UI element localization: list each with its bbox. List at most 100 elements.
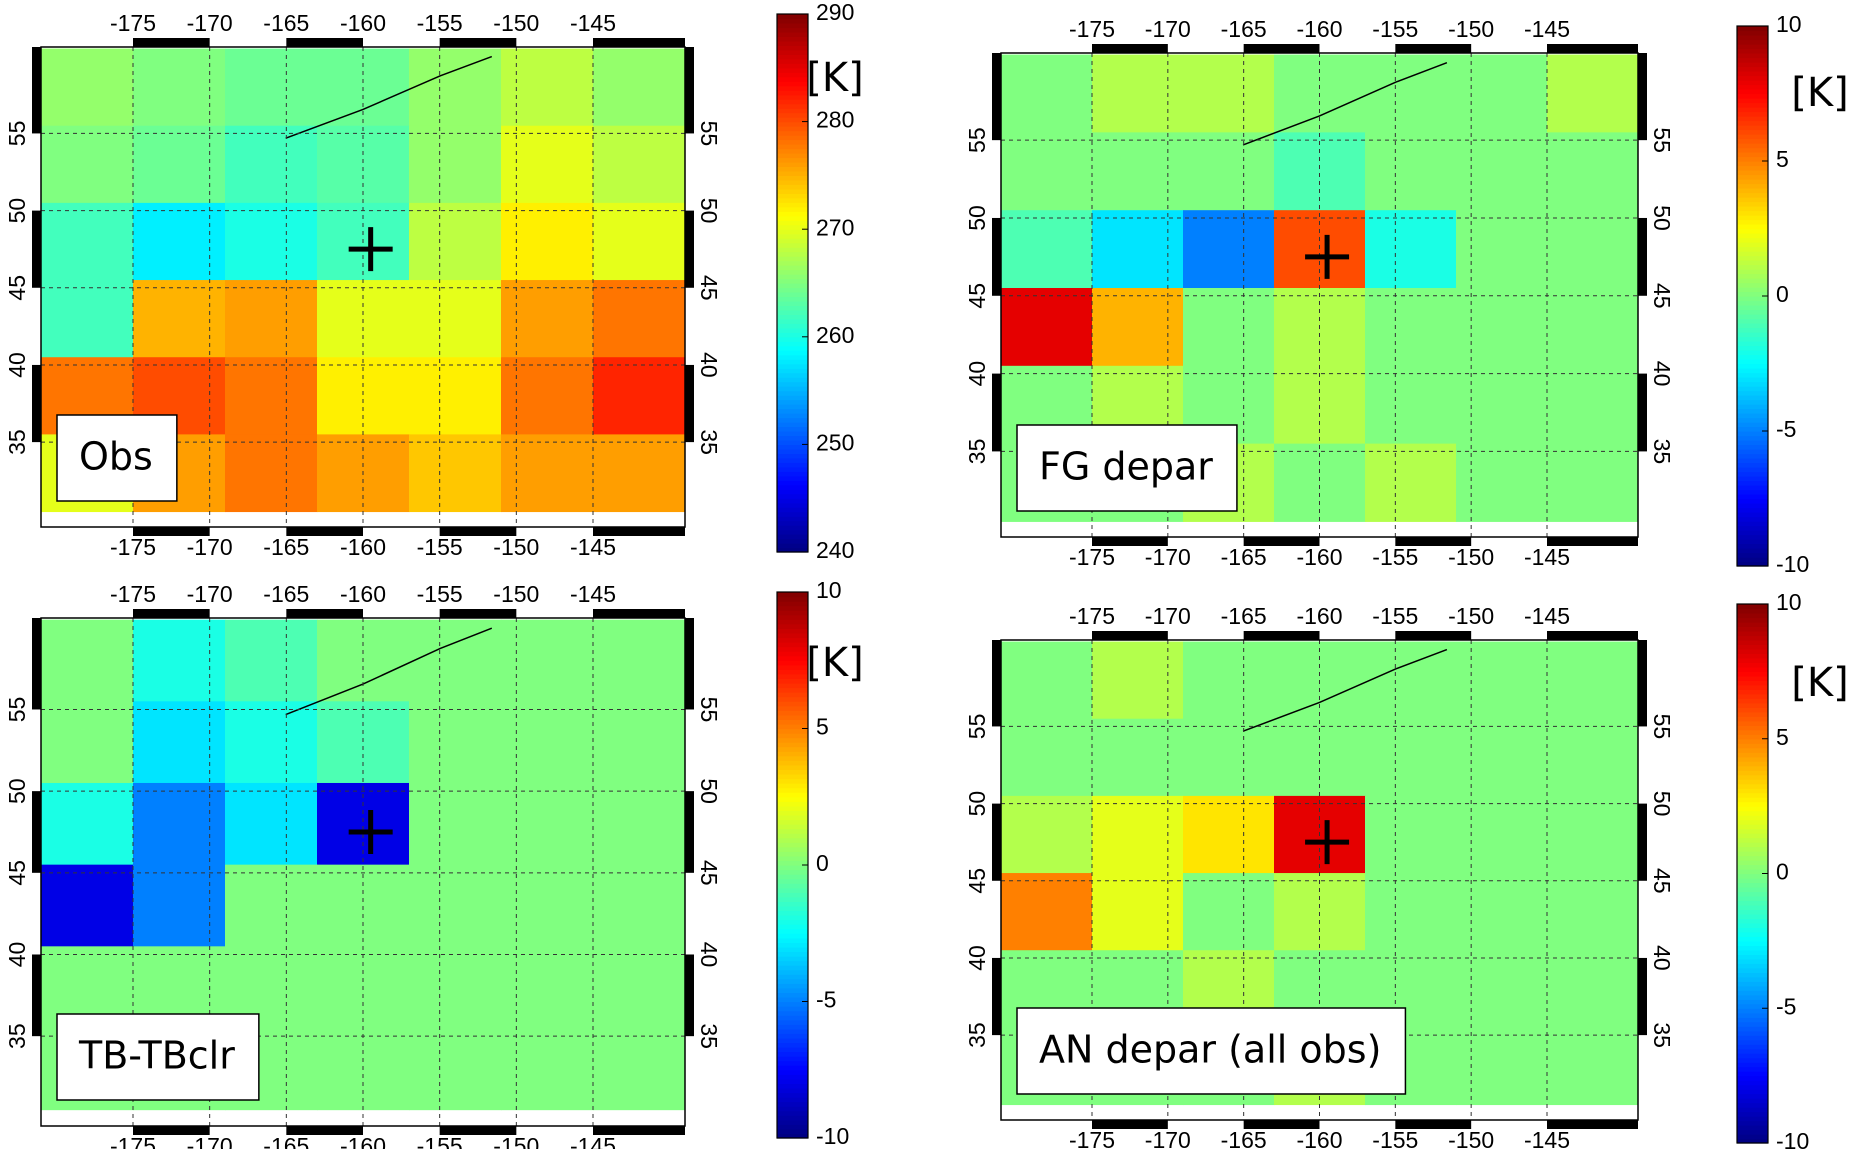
colorbar-step <box>777 76 808 82</box>
colorbar-step <box>777 974 808 980</box>
map-panel: -175 -175 -170 -170 -165 -165 -160 -160 -155 -155… <box>964 11 1849 577</box>
colorbar-step <box>777 678 808 684</box>
field-cell <box>501 946 594 1029</box>
colorbar-step <box>777 215 808 221</box>
colorbar-step <box>777 327 808 333</box>
colorbar-step <box>777 960 808 966</box>
field-cell <box>1001 287 1093 367</box>
colorbar-step <box>777 511 808 517</box>
field-cell <box>1183 795 1275 874</box>
colorbar-step <box>1737 251 1768 257</box>
colorbar-step <box>1737 327 1768 333</box>
frame-bar <box>1638 803 1647 881</box>
colorbar-step <box>1737 1012 1768 1018</box>
colorbar-step <box>1737 648 1768 655</box>
colorbar-step <box>1737 734 1768 740</box>
colorbar-step <box>1737 1075 1768 1081</box>
field-cell <box>593 48 685 127</box>
colorbar-step <box>777 247 808 253</box>
x-tick-label-top: -170 <box>187 581 233 607</box>
colorbar-step <box>1737 39 1768 45</box>
colorbar-step <box>777 85 808 91</box>
colorbar-step <box>777 896 808 902</box>
field-cell <box>593 280 685 358</box>
colorbar-step <box>1737 967 1768 973</box>
field-cell <box>1547 718 1638 797</box>
colorbar-step <box>777 444 808 450</box>
colorbar-step <box>777 628 808 634</box>
colorbar-step <box>1737 539 1768 545</box>
field-cell <box>133 701 226 784</box>
colorbar-step <box>1737 1030 1768 1036</box>
colorbar-step <box>777 175 808 181</box>
colorbar-step <box>1737 657 1768 663</box>
colorbar-step <box>777 103 808 109</box>
colorbar-step <box>1737 494 1768 500</box>
colorbar-step <box>1737 62 1768 68</box>
colorbar-step <box>777 1128 808 1135</box>
colorbar-tick-label: -10 <box>1776 551 1809 577</box>
x-tick-label-top: -165 <box>1221 603 1267 629</box>
x-tick-label-bottom: -160 <box>340 534 386 560</box>
colorbar-step <box>777 1124 808 1130</box>
colorbar-step <box>1737 548 1768 554</box>
field-cell <box>1001 718 1093 797</box>
colorbar-step <box>1737 98 1768 104</box>
colorbar-step <box>777 318 808 324</box>
colorbar-step <box>1737 435 1768 441</box>
colorbar-step <box>1737 1125 1768 1131</box>
colorbar-step <box>777 157 808 163</box>
colorbar-step <box>1737 305 1768 311</box>
colorbar-step <box>777 354 808 360</box>
field-cell <box>1547 873 1638 951</box>
colorbar-step <box>777 283 808 289</box>
field-cell <box>1456 718 1548 797</box>
colorbar-step <box>1737 680 1768 686</box>
colorbar-step <box>1737 716 1768 722</box>
frame-bar <box>1395 44 1472 53</box>
colorbar-step <box>777 309 808 315</box>
colorbar-step <box>777 99 808 105</box>
x-tick-label-top: -170 <box>1145 16 1191 42</box>
y-tick-label-left: 50 <box>4 778 30 804</box>
colorbar-step <box>1737 512 1768 518</box>
colorbar-step <box>1737 860 1768 866</box>
colorbar-step <box>777 368 808 374</box>
frame-bar <box>1092 537 1168 546</box>
colorbar-step <box>777 769 808 775</box>
colorbar-step <box>1737 900 1768 906</box>
colorbar-step <box>777 538 808 544</box>
colorbar-step <box>1737 26 1768 32</box>
colorbar-step <box>1737 57 1768 63</box>
field-cell <box>1183 210 1275 289</box>
colorbar-tick-label: 260 <box>816 322 854 348</box>
colorbar-step <box>777 937 808 943</box>
y-tick-label-right: 45 <box>1649 283 1675 309</box>
x-tick-label-bottom: -155 <box>417 1133 463 1149</box>
colorbar-step <box>1737 552 1768 558</box>
field-cell <box>409 701 502 784</box>
field-cell <box>41 125 134 204</box>
x-tick-label-top: -145 <box>570 10 616 36</box>
colorbar-step <box>777 291 808 298</box>
colorbar-step <box>777 547 808 553</box>
x-tick-label-top: -175 <box>110 581 156 607</box>
label-box <box>1016 424 1238 512</box>
colorbar-step <box>1737 170 1768 176</box>
colorbar-step <box>777 130 808 136</box>
colorbar-step <box>777 824 808 830</box>
colorbar-step <box>777 1033 808 1039</box>
colorbar-step <box>1737 1134 1768 1140</box>
colorbar-step <box>1737 671 1768 677</box>
y-tick-label-left: 45 <box>4 275 30 301</box>
colorbar-step <box>777 224 808 230</box>
frame-bar <box>1547 1120 1638 1129</box>
field-cell <box>501 864 594 947</box>
x-tick-label-bottom: -150 <box>1448 1127 1494 1149</box>
colorbar-step <box>1737 1138 1768 1144</box>
frame-bar <box>439 527 517 536</box>
y-tick-label-left: 40 <box>964 361 990 387</box>
colorbar-step <box>1737 738 1768 744</box>
colorbar-step <box>1737 525 1768 531</box>
